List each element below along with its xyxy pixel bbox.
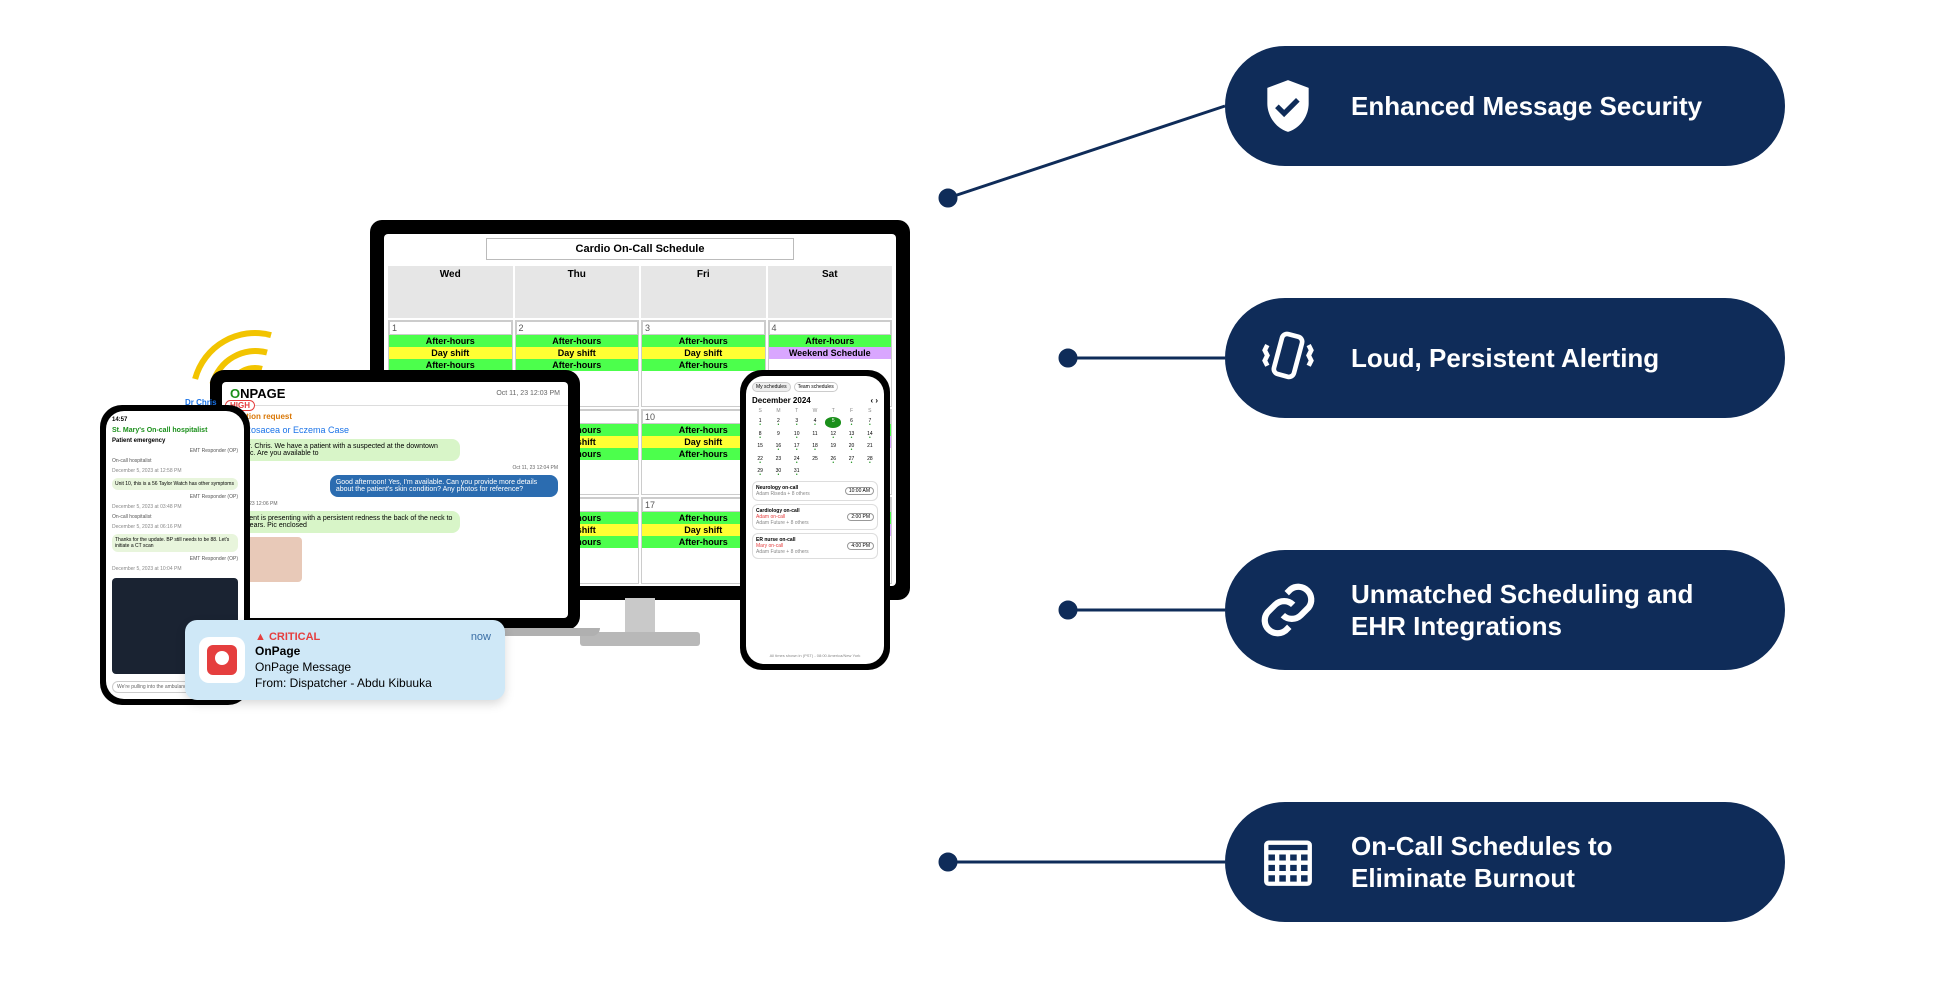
onpage-app-icon xyxy=(199,637,245,683)
responder-label: EMT Responder (OP) xyxy=(190,448,238,454)
schedule-title: Cardio On-Call Schedule xyxy=(486,238,793,260)
phone-right: My schedules Team schedules December 202… xyxy=(740,370,890,670)
status-time: 14:57 xyxy=(112,417,238,423)
month-label: December xyxy=(752,396,791,405)
laptop: OONPAGENPAGE Oct 11, 23 12:03 PM ultatio… xyxy=(210,370,580,630)
notification-card[interactable]: CRITICAL OnPage OnPage Message From: Dis… xyxy=(185,620,505,700)
onpage-logo: OONPAGENPAGE xyxy=(230,386,285,401)
feature-schedules: On-Call Schedules to Eliminate Burnout xyxy=(1225,802,1785,922)
shift-item[interactable]: ER nurse on-callMary on-callAdam Future … xyxy=(752,533,878,559)
thread-subtitle: Patient emergency xyxy=(112,438,238,444)
feature-integrations: Unmatched Scheduling and EHR Integration… xyxy=(1225,550,1785,670)
notif-from: From: Dispatcher - Abdu Kibuuka xyxy=(255,676,432,690)
tab-team-schedules[interactable]: Team schedules xyxy=(794,382,838,392)
year-label: 2024 xyxy=(793,396,811,405)
msg-ts: Oct 11, 23 12:06 PM xyxy=(232,501,558,507)
chat-msg-outgoing: Good afternoon! Yes, I'm available. Can … xyxy=(330,475,558,497)
calendar-app: My schedules Team schedules December 202… xyxy=(746,376,884,664)
feature-security: Enhanced Message Security xyxy=(1225,46,1785,166)
calendar-grid-icon xyxy=(1253,827,1323,897)
responder-label: EMT Responder (OP) xyxy=(190,494,238,500)
msg-meta: December 5, 2023 at 06:16 PM xyxy=(112,524,238,530)
photo-placeholder xyxy=(242,537,302,582)
feature-label: On-Call Schedules to Eliminate Burnout xyxy=(1351,830,1725,895)
msg-meta: December 5, 2023 at 12:58 PM xyxy=(112,468,238,474)
device-cluster: Cardio On-Call Schedule Wed Thu Fri Sat … xyxy=(50,220,910,780)
monitor-stand xyxy=(580,598,700,648)
msg-meta: On-call hospitalist xyxy=(112,458,238,464)
chain-link-icon xyxy=(1253,575,1323,645)
tz-footer: All times shown in (PST) - 08:00 America… xyxy=(752,653,878,658)
feature-label: Enhanced Message Security xyxy=(1351,90,1725,123)
shift-item[interactable]: Cardiology on-callAdam on-callAdam Futur… xyxy=(752,504,878,530)
month-nav[interactable]: ‹ › xyxy=(870,396,878,405)
msg-meta: On-call hospitalist xyxy=(112,514,238,520)
msg-ts: Oct 11, 23 12:04 PM xyxy=(513,465,559,471)
msg-meta: December 5, 2023 at 10:04 PM xyxy=(112,566,238,572)
day-header: Fri xyxy=(641,266,766,318)
critical-badge: CRITICAL xyxy=(255,631,320,643)
chat-msg-incoming: patient is presenting with a persistent … xyxy=(232,511,460,533)
notif-title: OnPage Message xyxy=(255,660,351,674)
day-header: Wed xyxy=(388,266,513,318)
chat-timestamp: Oct 11, 23 12:03 PM xyxy=(496,390,560,397)
feature-alerting: Loud, Persistent Alerting xyxy=(1225,298,1785,418)
chat-msg-incoming: i, Dr. Chris. We have a patient with a s… xyxy=(232,439,460,461)
request-label: ultation request xyxy=(232,412,558,421)
shield-icon xyxy=(1253,71,1323,141)
thread-title: St. Mary's On-call hospitalist xyxy=(112,427,238,434)
feature-label: Unmatched Scheduling and EHR Integration… xyxy=(1351,578,1725,643)
day-header: Thu xyxy=(515,266,640,318)
chat-app: OONPAGENPAGE Oct 11, 23 12:03 PM ultatio… xyxy=(222,382,568,618)
responder-label: EMT Responder (OP) xyxy=(190,556,238,562)
chat-subject: ed Rosacea or Eczema Case xyxy=(232,425,558,435)
feature-label: Loud, Persistent Alerting xyxy=(1351,342,1725,375)
mini-calendar[interactable]: SMTWTFS 1234567 891011121314 15161718192… xyxy=(752,407,878,478)
notif-when: now xyxy=(471,630,491,644)
msg-bubble: Unit 10, this is a 56 Taylor Watch has o… xyxy=(112,478,238,490)
notif-app: OnPage xyxy=(255,644,300,658)
day-header: Sat xyxy=(768,266,893,318)
msg-bubble: Thanks for the update. BP still needs to… xyxy=(112,534,238,552)
tab-my-schedules[interactable]: My schedules xyxy=(752,382,791,392)
phone-vibrate-icon xyxy=(1253,323,1323,393)
shift-item[interactable]: Neurology on-callAdam Riseda + 8 others … xyxy=(752,481,878,501)
msg-meta: December 5, 2023 at 03:48 PM xyxy=(112,504,238,510)
